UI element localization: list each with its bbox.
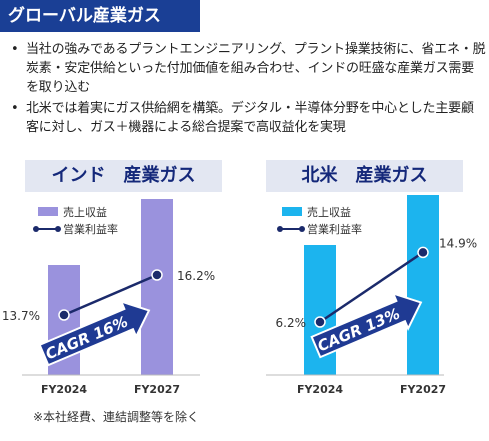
page-title: グローバル産業ガス	[0, 0, 200, 32]
legend-marker-line	[277, 226, 283, 232]
data-label: 6.2%	[276, 316, 307, 330]
line-segment	[63, 273, 158, 317]
legend-marker-line	[299, 226, 305, 232]
footnote: ※本社経費、連結調整等を除く	[33, 410, 200, 424]
data-label: 16.2%	[177, 269, 215, 283]
india-chart-title: インド 産業ガス	[25, 160, 222, 192]
bar	[407, 195, 439, 375]
cagr-arrow-shape	[38, 299, 151, 367]
legend-label-bar: 売上収益	[307, 205, 351, 219]
data-label: 13.7%	[2, 309, 40, 323]
bullet-text: 当社の強みであるプラントエンジニアリング、プラント操業技術に、省エネ・脱炭素・安…	[26, 42, 486, 95]
x-tick-label: FY2024	[41, 383, 87, 396]
legend-marker-line	[55, 226, 61, 232]
north-america-chart-title: 北米 産業ガス	[266, 160, 463, 192]
x-tick-label: FY2027	[134, 383, 180, 396]
bullet-marker: •	[11, 42, 19, 57]
legend-label-line: 営業利益率	[307, 222, 362, 236]
line-segment	[319, 251, 424, 324]
line-point	[314, 316, 326, 328]
legend-label-bar: 売上収益	[63, 205, 107, 219]
bullet-item-india: • 当社の強みであるプラントエンジニアリング、プラント操業技術に、省エネ・脱炭素…	[8, 40, 486, 97]
bullet-list: • 当社の強みであるプラントエンジニアリング、プラント操業技術に、省エネ・脱炭素…	[8, 40, 486, 139]
legend-swatch-bar	[282, 207, 302, 216]
x-tick-label: FY2027	[400, 383, 446, 396]
bullet-item-north-america: • 北米では着実にガス供給網を構築。デジタル・半導体分野を中心とした主要顧客に対…	[8, 99, 486, 137]
data-label: 14.9%	[439, 236, 477, 250]
legend-label-line: 営業利益率	[63, 222, 118, 236]
cagr-arrow-shape	[310, 291, 423, 359]
legend-swatch-bar	[38, 207, 58, 216]
x-tick-label: FY2024	[297, 383, 343, 396]
bullet-text: 北米では着実にガス供給網を構築。デジタル・半導体分野を中心とした主要顧客に対し、…	[26, 101, 474, 135]
bullet-marker: •	[11, 101, 19, 116]
line-point	[58, 309, 70, 321]
line-point	[151, 269, 163, 281]
legend-marker-line	[33, 226, 39, 232]
bar	[141, 199, 173, 375]
line-point	[417, 246, 429, 259]
